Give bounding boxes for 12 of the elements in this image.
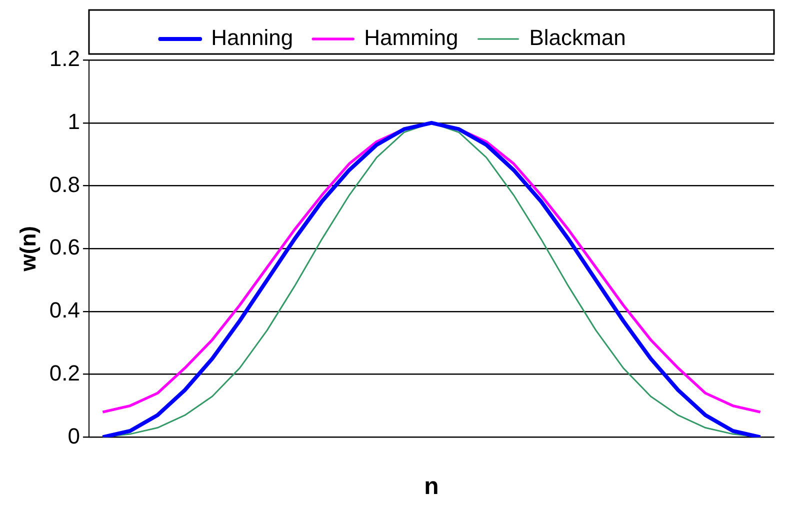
y-tick-label: 0 — [68, 423, 80, 448]
y-tick-label: 0.2 — [49, 360, 80, 386]
y-tick-label: 0.6 — [49, 234, 80, 260]
legend-label: Blackman — [529, 25, 626, 50]
y-axis-title: w(n) — [15, 226, 40, 272]
x-axis-title: n — [424, 473, 439, 500]
y-tick-label: 0.8 — [49, 172, 80, 197]
y-tick-label: 1 — [68, 108, 80, 134]
y-tick-label: 0.4 — [49, 298, 80, 323]
y-tick-label: 1.2 — [49, 46, 80, 72]
legend-label: Hanning — [211, 25, 294, 50]
legend-label: Hamming — [364, 25, 458, 50]
